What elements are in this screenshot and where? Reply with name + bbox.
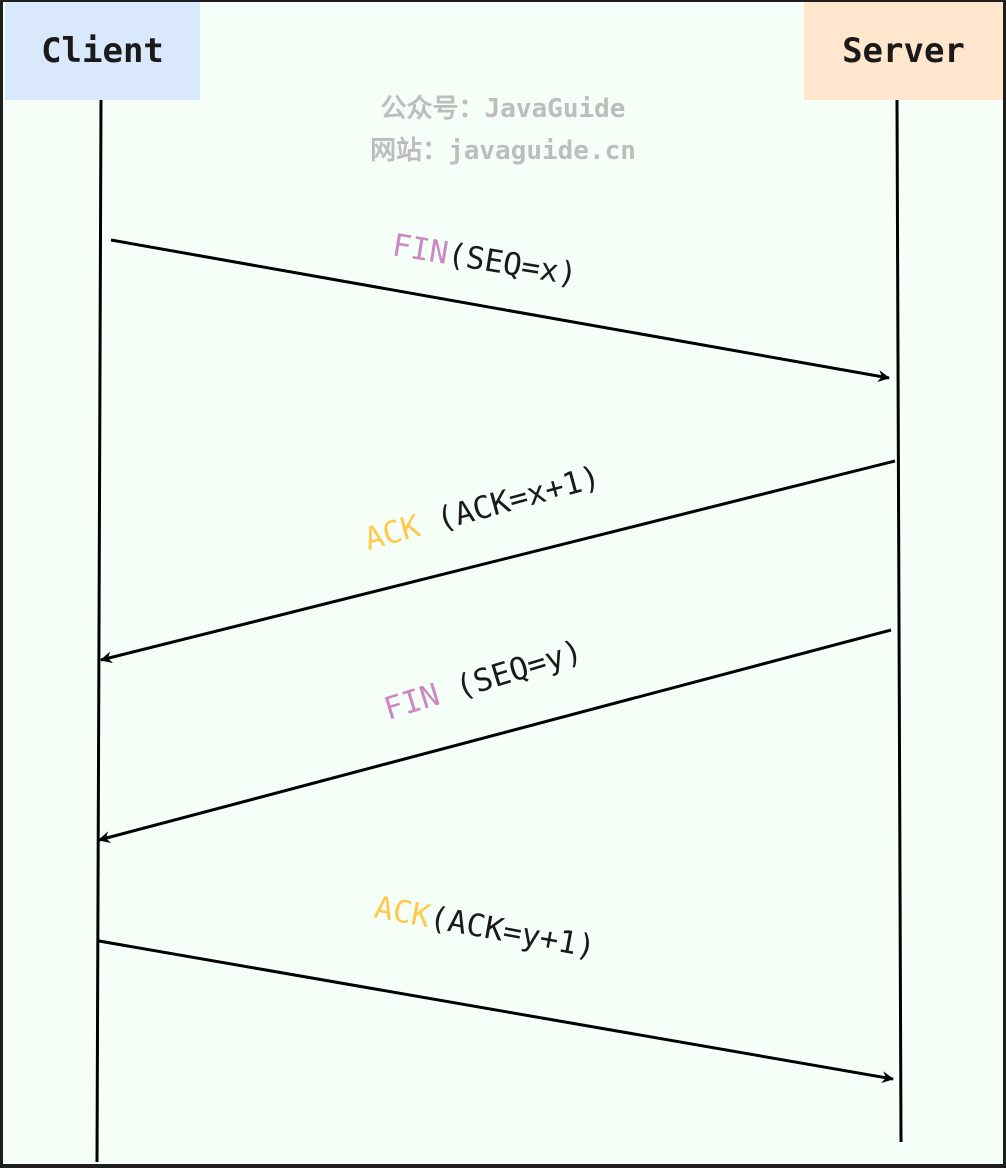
server-actor-label: Server — [842, 31, 965, 71]
client-actor-box: Client — [5, 2, 200, 100]
watermark-line-1: 公众号：JavaGuide — [380, 94, 626, 124]
message-flag-3: FIN — [380, 677, 444, 728]
client-actor-label: Client — [41, 31, 164, 71]
client-lifeline — [95, 99, 103, 1163]
messages-layer: FIN(SEQ=x)ACK (ACK=x+1)FIN (SEQ=y)ACK(AC… — [98, 227, 896, 1084]
diagram-canvas: Client Server 公众号：JavaGuide 网站：javaguide… — [3, 2, 1003, 1164]
message-label-3: FIN (SEQ=y) — [380, 633, 587, 727]
message-arrow-3 — [98, 628, 892, 843]
message-detail-3: (SEQ=y) — [433, 633, 586, 711]
watermark: 公众号：JavaGuide 网站：javaguide.cn — [303, 88, 703, 172]
message-arrow-1 — [110, 238, 890, 382]
message-flag-2: ACK — [361, 508, 425, 558]
sequence-diagram: FIN(SEQ=x)ACK (ACK=x+1)FIN (SEQ=y)ACK(AC… — [95, 99, 903, 1163]
message-arrow-4 — [98, 939, 894, 1084]
message-flag-1: FIN — [390, 227, 451, 272]
message-arrow-2 — [100, 459, 896, 664]
message-label-4: ACK(ACK=y+1) — [372, 889, 599, 965]
message-label-1: FIN(SEQ=x) — [390, 227, 580, 293]
message-detail-4: (ACK=y+1) — [427, 900, 599, 966]
message-flag-4: ACK — [372, 889, 434, 935]
server-lifeline — [895, 99, 903, 1143]
message-detail-1: (SEQ=x) — [445, 236, 580, 293]
message-detail-2: (ACK=x+1) — [415, 459, 605, 543]
server-actor-box: Server — [804, 2, 1003, 100]
watermark-line-2: 网站：javaguide.cn — [370, 136, 636, 166]
